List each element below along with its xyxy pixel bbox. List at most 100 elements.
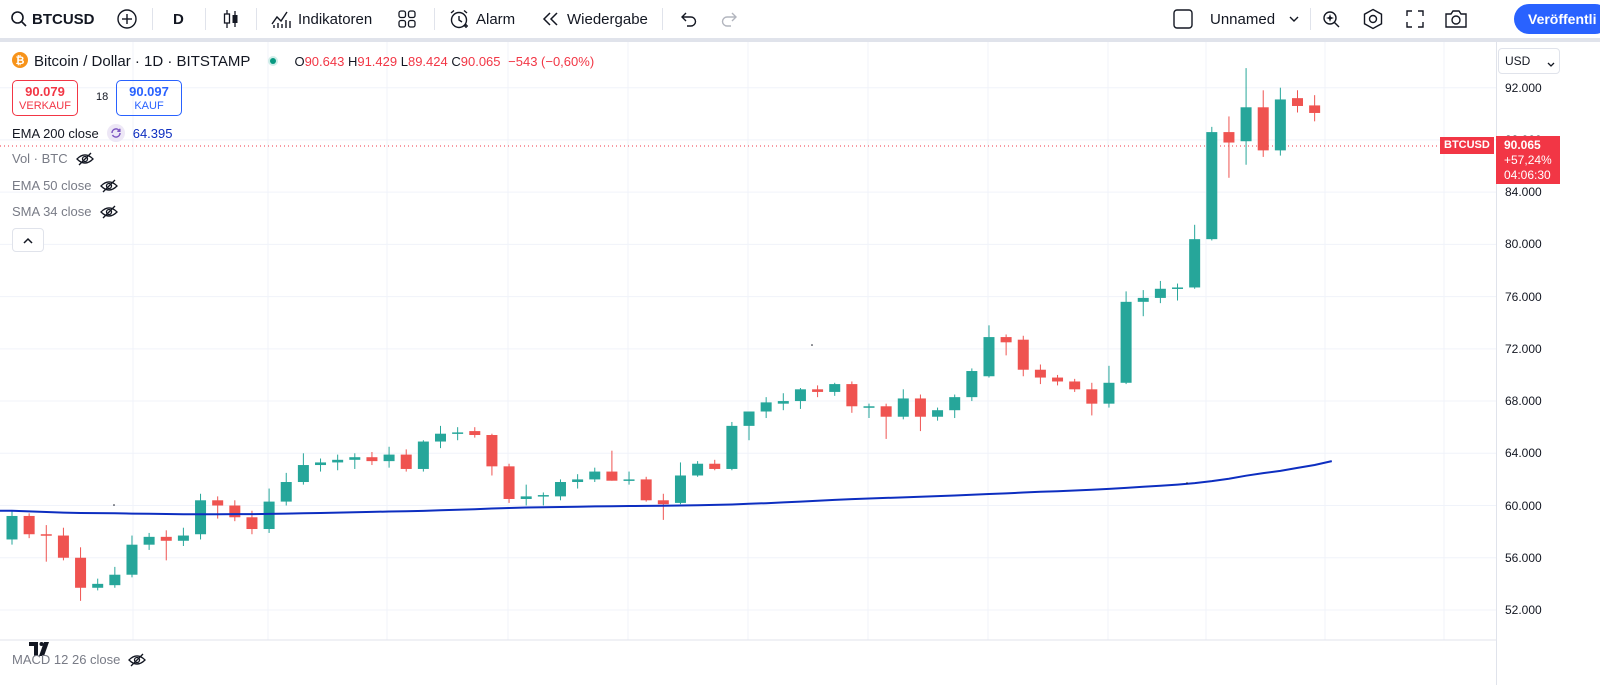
candle-body xyxy=(1172,287,1184,289)
indicator-volume[interactable]: Vol · BTC xyxy=(12,151,94,166)
layout-name: Unnamed xyxy=(1210,10,1276,28)
candle xyxy=(880,403,892,439)
price-tick-label: 52.000 xyxy=(1505,602,1542,617)
candle-body xyxy=(23,515,35,535)
candle-body xyxy=(1257,107,1269,151)
camera-icon xyxy=(1444,8,1468,30)
eye-hidden-icon[interactable] xyxy=(99,205,118,219)
snapshot-button[interactable] xyxy=(1444,0,1468,38)
plus-circle-icon xyxy=(116,8,138,30)
sell-button[interactable]: 90.079 VERKAUF xyxy=(12,80,78,116)
eye-hidden-icon[interactable] xyxy=(128,653,147,667)
candle xyxy=(1172,283,1184,301)
candle xyxy=(417,440,429,472)
buy-button[interactable]: 90.097 KAUF xyxy=(116,80,182,116)
currency-select[interactable]: USD xyxy=(1498,48,1560,74)
symbol-legend[interactable]: ₿ Bitcoin / Dollar · 1D · BITSTAMP O90.6… xyxy=(12,52,594,71)
candle-body xyxy=(1309,105,1321,113)
interval-button[interactable]: D xyxy=(173,10,184,28)
candle-body xyxy=(297,465,309,483)
candle xyxy=(109,566,121,588)
candle-body xyxy=(1154,288,1166,298)
divider xyxy=(256,8,257,30)
candle xyxy=(177,527,189,546)
eye-hidden-icon[interactable] xyxy=(75,152,94,166)
indicators-button[interactable]: Indikatoren xyxy=(270,0,372,38)
layout-name-button[interactable]: Unnamed xyxy=(1210,0,1299,38)
candle xyxy=(1154,280,1166,304)
high-value: 91.429 xyxy=(357,54,398,69)
price-tick-label: 76.000 xyxy=(1505,289,1542,304)
square-icon xyxy=(1172,8,1194,30)
candle xyxy=(674,462,686,505)
indicators-icon xyxy=(270,8,292,30)
candle xyxy=(400,449,412,472)
redo-button[interactable] xyxy=(720,0,740,38)
candle xyxy=(23,513,35,539)
candle-body xyxy=(315,462,327,466)
publish-button[interactable]: Veröffentli xyxy=(1514,4,1600,34)
candle-body xyxy=(400,454,412,469)
collapse-legend-button[interactable] xyxy=(12,228,44,252)
candle-body xyxy=(1103,382,1115,404)
candle-body xyxy=(332,459,344,463)
chart-title: Bitcoin / Dollar · 1D · BITSTAMP xyxy=(34,53,251,70)
templates-button[interactable] xyxy=(397,0,417,38)
candle xyxy=(229,500,241,522)
gear-hexagon-icon xyxy=(1362,8,1384,30)
price-tick-label: 64.000 xyxy=(1505,446,1542,461)
change-percent: +57,24% xyxy=(1504,153,1552,167)
price-tick-label: 72.000 xyxy=(1505,341,1542,356)
indicator-ema50[interactable]: EMA 50 close xyxy=(12,178,118,193)
symbol-price-tag: BTCUSD xyxy=(1440,137,1494,154)
fullscreen-button[interactable] xyxy=(1405,0,1425,38)
candle xyxy=(897,389,909,420)
layout-select-checkbox[interactable] xyxy=(1172,0,1194,38)
close-value: 90.065 xyxy=(460,54,501,69)
candle-body xyxy=(692,463,704,476)
candle xyxy=(709,459,721,471)
candle-body xyxy=(1274,99,1286,151)
indicator-ema200[interactable]: EMA 200 close 64.395 xyxy=(12,124,172,142)
sell-label: VERKAUF xyxy=(19,100,71,112)
loading-refresh-icon xyxy=(106,124,125,142)
candle xyxy=(1052,374,1064,386)
indicator-macd[interactable]: MACD 12 26 close xyxy=(12,652,147,667)
candle-body xyxy=(949,397,961,411)
ema200-label: EMA 200 close xyxy=(12,125,99,141)
candle-body xyxy=(1017,339,1029,370)
chart-type-button[interactable] xyxy=(221,0,241,38)
quick-search-button[interactable] xyxy=(1320,0,1342,38)
candle xyxy=(263,488,275,533)
candle-body xyxy=(1052,377,1064,382)
low-value: 89.424 xyxy=(407,54,448,69)
candle-body xyxy=(229,505,241,518)
candle xyxy=(932,407,944,421)
candle-body xyxy=(640,479,652,501)
eye-hidden-icon[interactable] xyxy=(99,179,118,193)
indicator-sma34[interactable]: SMA 34 close xyxy=(12,204,118,219)
candle xyxy=(623,471,635,485)
replay-button[interactable]: Wiedergabe xyxy=(541,0,648,38)
settings-button[interactable] xyxy=(1362,0,1384,38)
candle xyxy=(1274,87,1286,156)
candle xyxy=(1257,90,1269,157)
price-tick-label: 92.000 xyxy=(1505,80,1542,95)
alarm-button[interactable]: Alarm xyxy=(448,0,515,38)
currency-label: USD xyxy=(1505,54,1531,68)
symbol-search-button[interactable]: BTCUSD xyxy=(10,0,95,38)
candle-body xyxy=(503,466,515,499)
candle xyxy=(1120,291,1132,385)
compare-symbol-button[interactable] xyxy=(116,0,138,38)
candle-body xyxy=(6,515,18,540)
candle xyxy=(726,421,738,471)
candle-body xyxy=(366,457,378,462)
candle-body xyxy=(435,433,446,442)
candle xyxy=(6,510,18,545)
undo-button[interactable] xyxy=(678,0,698,38)
candle xyxy=(366,451,378,466)
candle-body xyxy=(57,535,69,558)
candle-body xyxy=(349,457,361,460)
chart-pane[interactable] xyxy=(0,42,1496,685)
divider xyxy=(1310,8,1311,30)
